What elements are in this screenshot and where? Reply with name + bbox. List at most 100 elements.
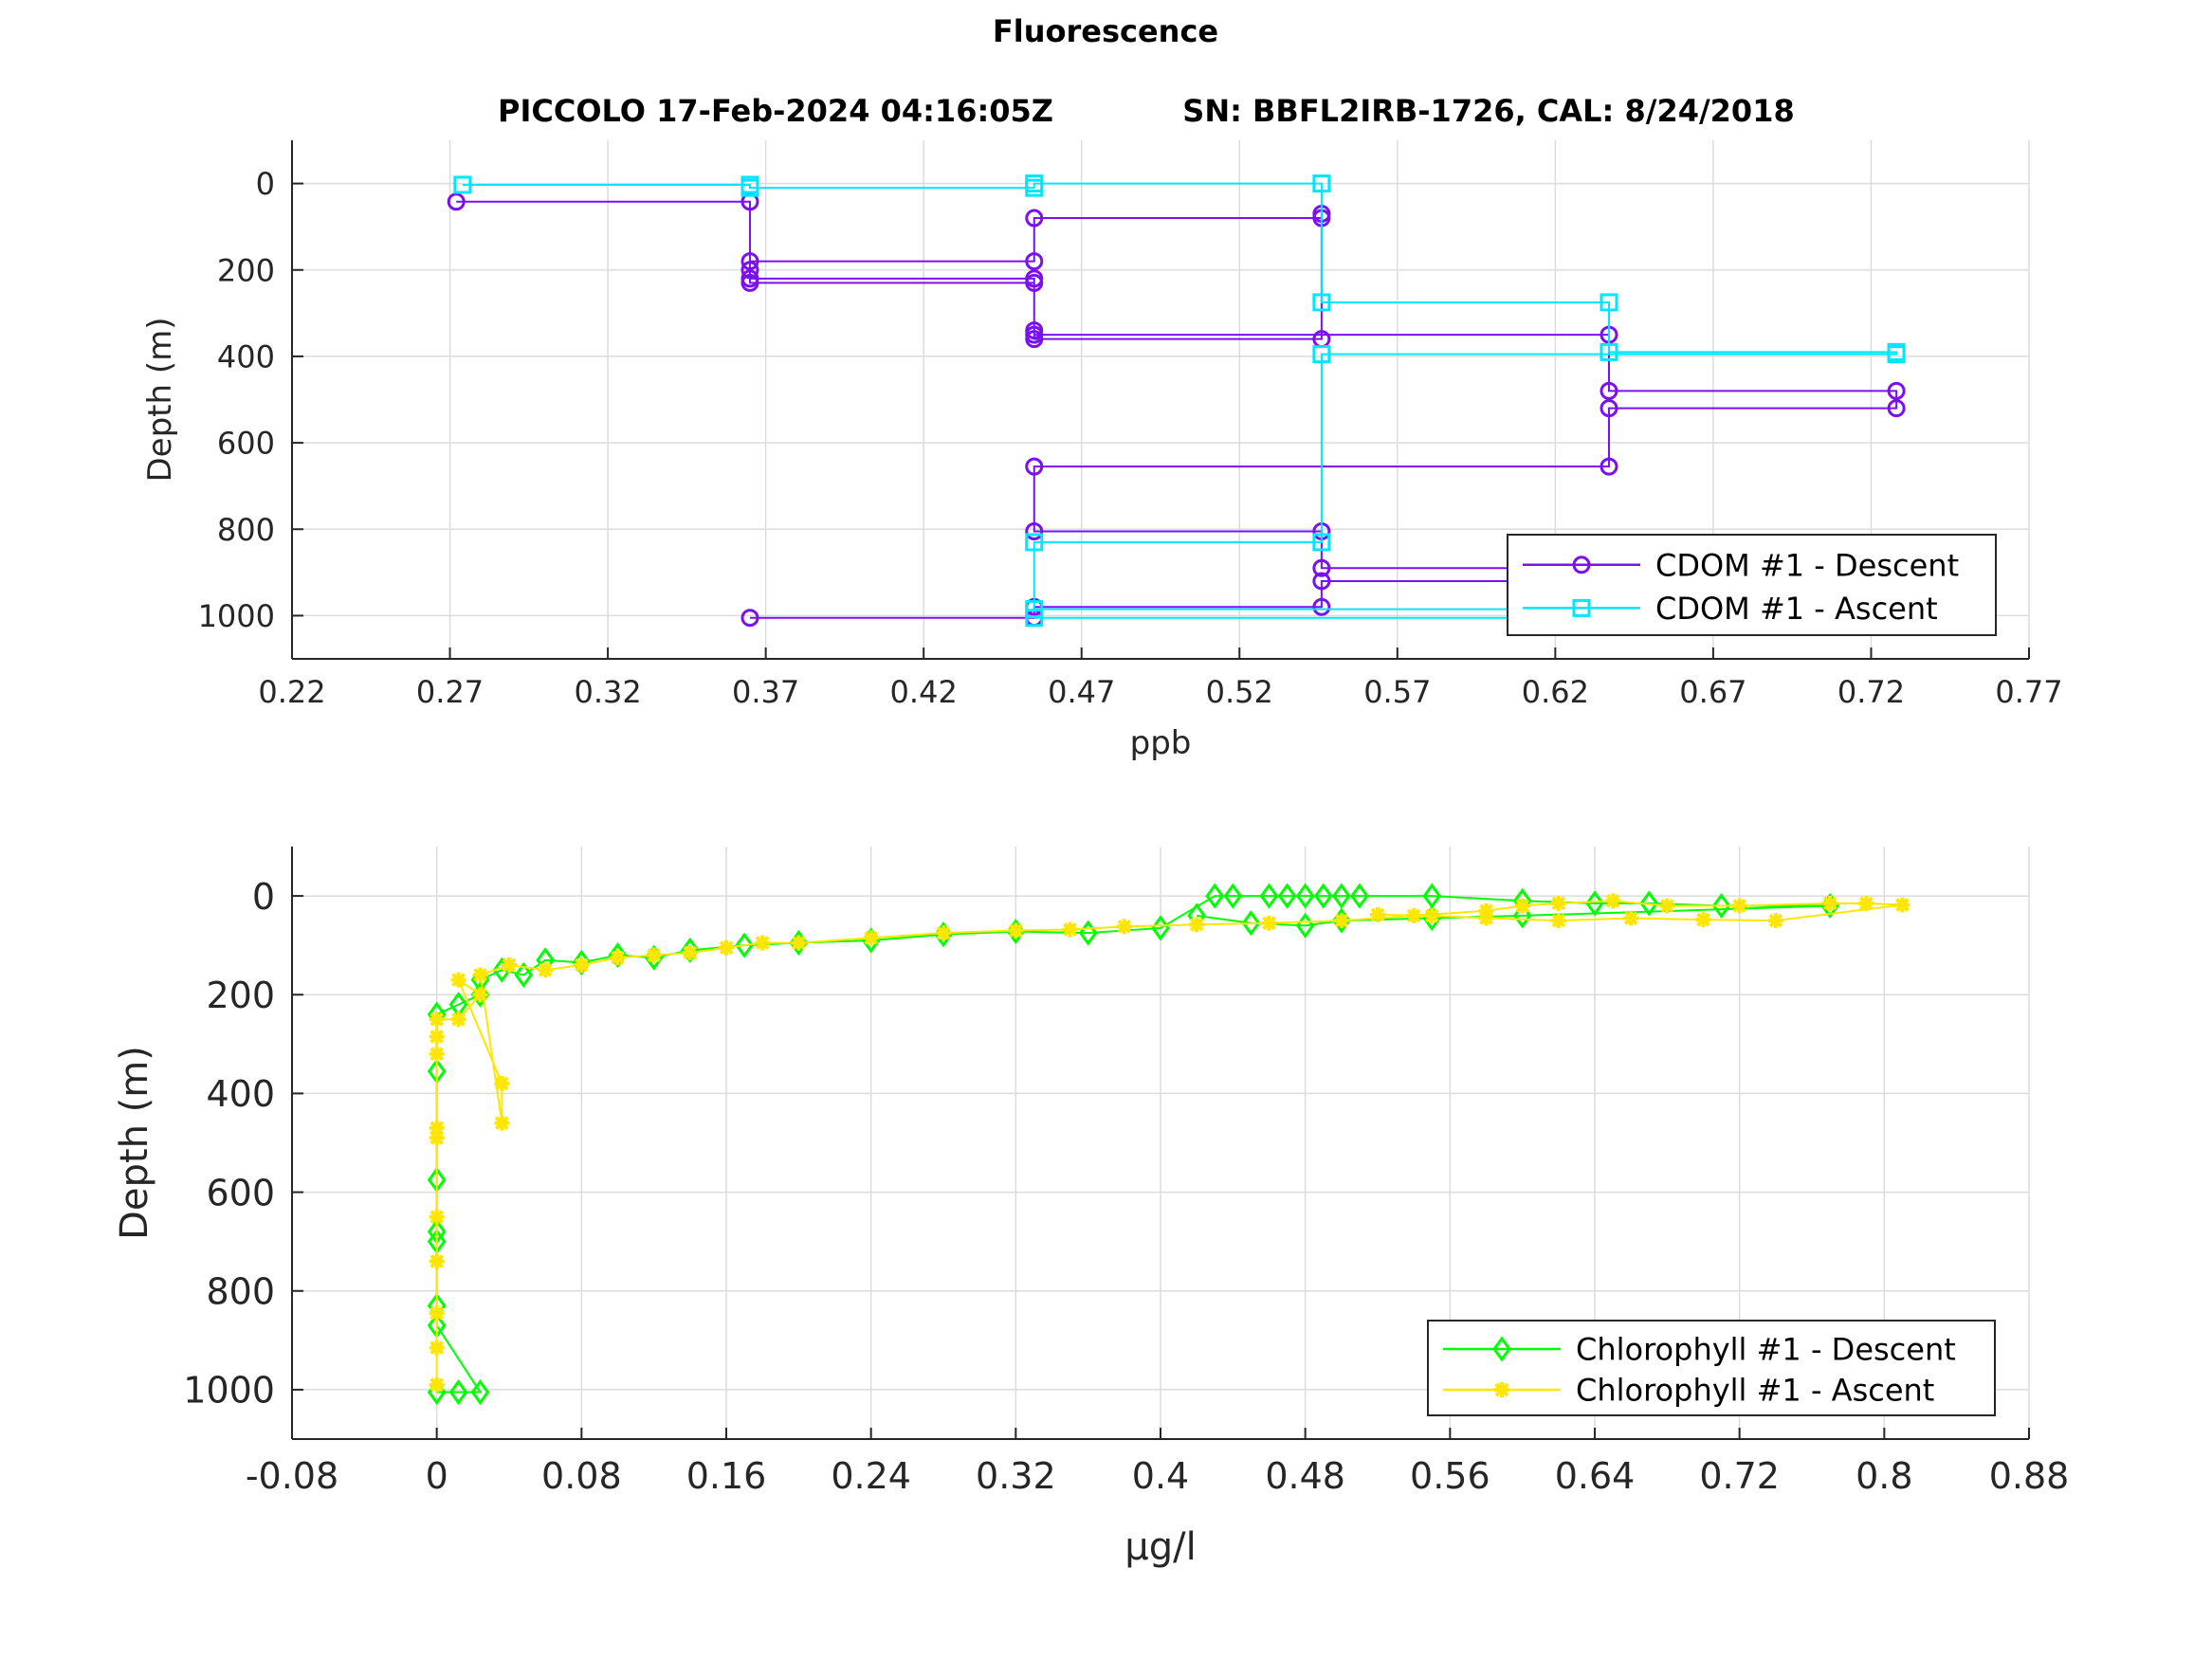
- data-point: [1600, 293, 1618, 312]
- data-point: [740, 178, 759, 197]
- y-tick-label: 600: [217, 426, 275, 462]
- data-point: [682, 944, 698, 960]
- data-point: [1887, 381, 1906, 400]
- data-point: [514, 961, 534, 988]
- data-point: [1600, 342, 1618, 361]
- data-point: [1189, 917, 1205, 933]
- legend-swatch-marker: [1572, 598, 1591, 617]
- x-tick-label: 0.42: [890, 674, 958, 710]
- x-tick-label: 0.52: [1206, 674, 1273, 710]
- data-point: [429, 1029, 445, 1045]
- legend-label: Chlorophyll #1 - Ascent: [1576, 1373, 1934, 1409]
- data-point: [502, 957, 517, 973]
- y-axis-label: Depth (m): [141, 317, 179, 482]
- x-tick-label: 0.56: [1410, 1455, 1490, 1497]
- data-point: [450, 972, 466, 988]
- cdom-plot: 0.22 0.27 0.32 0.37 0.42 0.47 0.52 0.57 0.62 0.67…: [141, 140, 2063, 762]
- data-point: [1025, 457, 1044, 476]
- data-point: [755, 935, 771, 951]
- data-point: [1312, 572, 1331, 591]
- x-tick-label: 0.62: [1522, 674, 1589, 710]
- data-point: [934, 921, 953, 948]
- data-point: [1259, 883, 1279, 909]
- x-tick-label: 0.64: [1555, 1455, 1636, 1497]
- x-tick-label: 0.48: [1265, 1455, 1345, 1497]
- data-point: [1600, 457, 1618, 476]
- data-point: [429, 1012, 445, 1028]
- data-point: [429, 1340, 445, 1356]
- legend-item: CDOM #1 - Ascent: [1523, 591, 1938, 627]
- chlorophyll-plot: -0.08 0 0.08 0.16 0.24 0.32 0.4 0.48 0.56 0.64 0.7…: [113, 847, 2069, 1569]
- data-point: [740, 261, 759, 280]
- y-axis-label: Depth (m): [113, 1046, 156, 1240]
- y-tick-label: 0: [256, 166, 275, 202]
- data-point: [1731, 898, 1747, 914]
- x-tick-label: 0.08: [541, 1455, 622, 1497]
- y-tick-label: 400: [217, 338, 275, 374]
- legend-item: Chlorophyll #1 - Descent: [1443, 1332, 1956, 1368]
- data-point: [1062, 921, 1078, 938]
- data-point: [1025, 325, 1044, 344]
- data-point: [1600, 381, 1618, 400]
- data-point: [429, 1253, 445, 1269]
- legend-label: CDOM #1 - Descent: [1655, 547, 1959, 583]
- data-point: [791, 935, 807, 951]
- data-point: [1406, 907, 1422, 923]
- data-point: [863, 930, 879, 946]
- data-point: [1241, 910, 1261, 937]
- legend-swatch-marker: [1572, 556, 1591, 574]
- data-point: [1550, 913, 1566, 929]
- x-tick-label: -0.08: [246, 1455, 338, 1497]
- data-point: [1887, 345, 1906, 364]
- data-point: [1025, 609, 1044, 628]
- data-point: [1312, 558, 1331, 577]
- data-point: [719, 939, 734, 956]
- y-tick-label: 600: [206, 1172, 275, 1213]
- data-point: [494, 1115, 510, 1131]
- data-point: [1350, 883, 1369, 909]
- data-point: [1639, 890, 1659, 917]
- data-point: [1025, 209, 1044, 228]
- x-axis-label: μg/l: [1124, 1525, 1196, 1569]
- figure-subtitle-right: SN: BBFL2IRB-1726, CAL: 8/24/2018: [1182, 93, 1794, 129]
- data-point: [1370, 906, 1385, 922]
- legend: Chlorophyll #1 - Descent Chlorophyll #1 -…: [1427, 1320, 1996, 1416]
- data-point: [1008, 922, 1024, 939]
- legend-swatch-marker: [1492, 1336, 1511, 1362]
- x-tick-label: 0.37: [732, 674, 799, 710]
- data-point: [1512, 902, 1532, 929]
- data-point: [1623, 910, 1639, 926]
- data-point: [1313, 883, 1333, 909]
- data-point: [646, 947, 662, 963]
- x-tick-label: 0.77: [1995, 674, 2062, 710]
- data-point: [1205, 883, 1225, 909]
- data-point: [740, 252, 759, 271]
- x-tick-label: 0.24: [831, 1455, 911, 1497]
- data-point: [1025, 522, 1044, 541]
- data-point: [1025, 252, 1044, 271]
- data-point: [1894, 897, 1910, 913]
- data-point: [1261, 915, 1277, 931]
- data-point: [1585, 890, 1604, 917]
- x-tick-label: 0.32: [976, 1455, 1056, 1497]
- data-point: [429, 1209, 445, 1225]
- data-point: [1514, 898, 1530, 914]
- legend-box: [1427, 1320, 1996, 1416]
- y-tick-label: 800: [206, 1270, 275, 1312]
- data-point: [1331, 883, 1351, 909]
- data-point: [1550, 895, 1566, 911]
- y-tick-label: 200: [217, 252, 275, 288]
- x-tick-label: 0.8: [1856, 1455, 1912, 1497]
- x-tick-label: 0.4: [1132, 1455, 1189, 1497]
- x-tick-label: 0.16: [686, 1455, 767, 1497]
- data-point: [472, 967, 488, 983]
- x-axis-label: ppb: [1130, 724, 1192, 762]
- data-point: [1025, 533, 1044, 552]
- x-tick-label: 0.27: [416, 674, 484, 710]
- data-point: [740, 609, 759, 628]
- data-point: [429, 1120, 445, 1136]
- data-point: [740, 269, 759, 288]
- data-point: [1312, 174, 1331, 193]
- data-point: [447, 192, 466, 211]
